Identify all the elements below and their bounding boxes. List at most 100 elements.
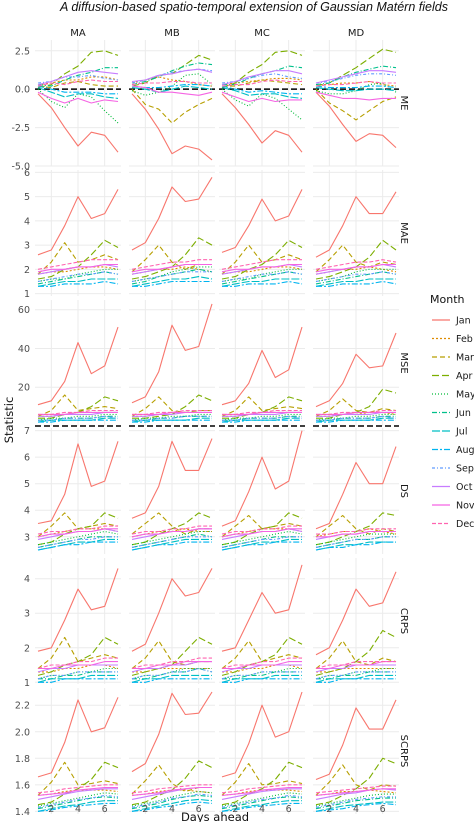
series-line-jun <box>37 796 119 810</box>
legend-title: Month <box>430 293 465 306</box>
series-line-jan <box>131 568 213 652</box>
facet-panel <box>313 170 399 296</box>
series-line-jan <box>131 691 213 773</box>
series-line-mar <box>315 640 397 669</box>
series-line-aug <box>315 541 396 551</box>
series-line-jul <box>131 276 213 287</box>
series-line-dec <box>315 80 396 87</box>
series-line-jan <box>315 699 397 781</box>
series-line-aug <box>221 85 302 95</box>
series-line-aug <box>131 801 213 812</box>
y-tick-label: 4 <box>24 574 30 585</box>
series-line-oct <box>221 70 303 86</box>
series-line-aug <box>132 280 212 287</box>
column-strip-label: MB <box>164 28 180 39</box>
figure-title: A diffusion-based spatio-temporal extens… <box>60 0 448 14</box>
series-line-dec <box>221 657 302 670</box>
legend-label: Jul <box>455 427 467 438</box>
series-line-dec <box>315 259 397 270</box>
series-line-sep <box>131 793 213 808</box>
series-line-nov <box>315 263 396 273</box>
series-line-aug <box>131 541 212 551</box>
series-line-jan <box>131 303 213 404</box>
series-line-nov <box>221 528 302 538</box>
legend-label: Oct <box>456 482 473 493</box>
facet-panel <box>129 40 215 167</box>
series-line-mar <box>221 763 303 796</box>
series-line-dec <box>131 525 212 535</box>
series-line-sep <box>38 415 119 421</box>
series-line-jun <box>131 62 213 86</box>
series-line-jun <box>221 271 303 285</box>
series-line-nov <box>37 263 118 273</box>
x-tick-label: 6 <box>102 804 108 815</box>
y-tick-label: 1 <box>24 678 30 689</box>
series-line-jun <box>315 65 397 86</box>
series-line-nov <box>37 528 118 538</box>
facet-panel <box>219 170 305 296</box>
series-line-nov <box>37 91 119 104</box>
series-line-apr <box>221 512 303 546</box>
series-line-dec <box>37 259 118 270</box>
legend-label: Dec <box>456 519 474 530</box>
series-line-apr <box>37 761 119 806</box>
series-line-apr <box>37 512 119 546</box>
series-line-mar <box>315 88 397 121</box>
y-tick-label: 1.4 <box>15 807 30 818</box>
series-line-nov <box>131 786 212 796</box>
series-line-aug <box>37 802 118 812</box>
x-tick-label: 2 <box>48 804 54 815</box>
y-tick-label: 2.2 <box>15 701 30 712</box>
y-tick-label: 2 <box>24 643 30 654</box>
row-strip-label: MSE <box>398 352 409 373</box>
series-line-dec <box>315 785 396 794</box>
series-line-apr <box>221 50 303 89</box>
series-line-dec <box>222 409 302 415</box>
series-line-apr <box>315 757 397 806</box>
series-line-jan <box>37 326 119 406</box>
facet-panel <box>35 40 121 167</box>
facet-panel <box>35 170 121 296</box>
series-line-jan <box>221 691 303 778</box>
series-line-jun <box>131 794 213 810</box>
y-tick-label: 2.5 <box>15 46 30 57</box>
series-line-may <box>37 88 119 124</box>
series-line-jan <box>221 326 303 406</box>
series-line-mar <box>37 636 119 669</box>
series-line-jul <box>37 278 118 287</box>
series-line-jan <box>315 332 397 408</box>
series-line-oct <box>37 70 119 86</box>
x-tick-label: 4 <box>169 804 175 815</box>
series-line-aug <box>315 85 397 89</box>
series-line-apr <box>221 636 303 676</box>
series-line-jan <box>37 93 119 153</box>
series-line-aug <box>316 280 397 287</box>
series-line-dec <box>221 79 302 87</box>
series-line-may <box>221 88 303 121</box>
series-line-jun <box>37 67 118 87</box>
series-line-nov <box>221 263 302 273</box>
series-line-oct <box>315 70 397 84</box>
series-line-sep <box>37 671 118 680</box>
series-line-dec <box>37 525 118 535</box>
x-tick-label: 6 <box>380 804 386 815</box>
row-strip-label: ME <box>398 96 409 111</box>
series-line-nov <box>222 661 302 670</box>
series-line-sep <box>315 796 396 808</box>
series-line-jun <box>315 271 397 285</box>
y-axis-label: Statistic <box>2 397 16 444</box>
x-tick-label: 4 <box>259 804 265 815</box>
series-line-mar <box>315 398 397 417</box>
series-line-aug <box>132 678 212 683</box>
y-tick-label: 4 <box>24 216 30 227</box>
facet-panel <box>313 40 399 167</box>
y-tick-label: 40 <box>18 344 30 355</box>
series-line-aug <box>315 802 397 812</box>
series-line-jan <box>221 430 303 527</box>
x-tick-label: 2 <box>326 804 332 815</box>
series-line-dec <box>131 657 212 670</box>
series-line-aug <box>38 678 118 683</box>
y-tick-label: 60 <box>18 305 30 316</box>
facet-panel <box>219 428 305 554</box>
